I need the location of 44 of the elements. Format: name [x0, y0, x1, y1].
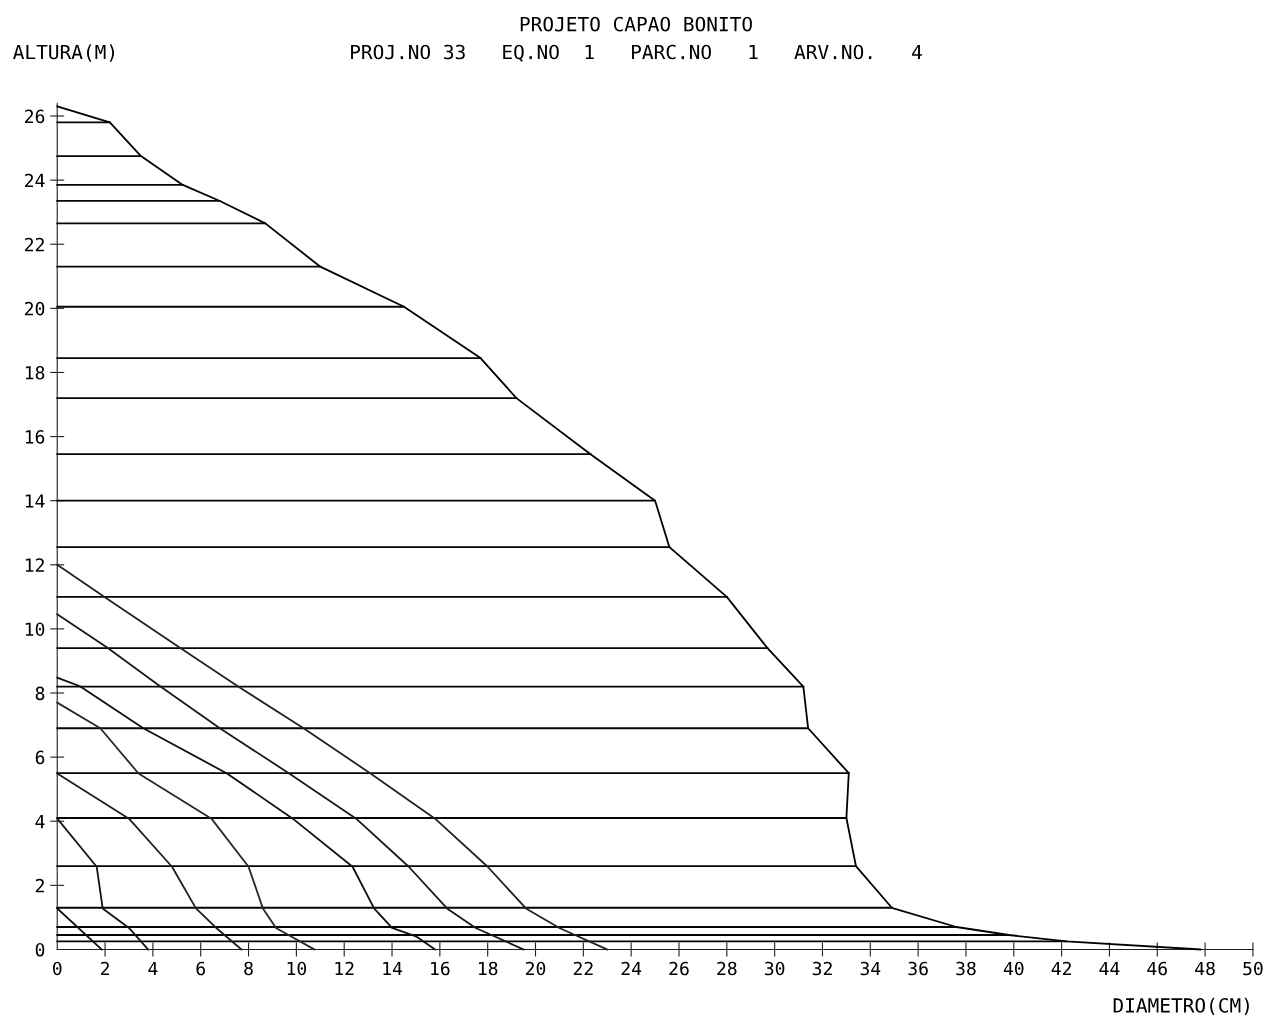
x-tick-label: 8	[244, 961, 253, 976]
y-tick-label: 16	[25, 430, 45, 444]
y-tick-label: 2	[35, 878, 44, 893]
y-tick-label: 8	[35, 686, 45, 701]
x-tick-label: 30	[764, 961, 785, 976]
x-tick-label: 14	[383, 961, 403, 976]
x-tick-label: 6	[196, 961, 205, 976]
x-tick-label: 12	[335, 961, 354, 976]
y-tick-label: 4	[35, 814, 45, 829]
x-tick-label: 26	[669, 961, 689, 976]
x-tick-label: 0	[52, 961, 62, 976]
x-tick-label: 32	[812, 961, 832, 976]
y-tick-label: 26	[25, 109, 45, 124]
y-tick-label: 14	[25, 494, 45, 508]
chart-title: PROJETO CAPAO BONITO	[520, 16, 752, 32]
y-tick-label: 22	[25, 237, 44, 252]
y-tick-label: 20	[25, 301, 45, 316]
x-tick-label: 48	[1195, 961, 1215, 976]
x-tick-label: 16	[431, 961, 450, 976]
y-tick-label: 6	[35, 750, 45, 765]
x-tick-label: 36	[908, 961, 928, 976]
chart-subtitle: PROJ.NO 33 EQ.NO 1 PARC.NO 1 ARV.NO. 4	[351, 44, 922, 62]
x-axis-title: DIAMETRO(CM)	[1113, 997, 1249, 1016]
x-tick-label: 24	[621, 961, 642, 976]
y-tick-label: 0	[35, 942, 45, 957]
y-tick-label: 18	[25, 365, 45, 380]
x-tick-label: 42	[1051, 961, 1071, 976]
x-tick-label: 34	[860, 961, 881, 976]
x-tick-label: 20	[525, 961, 546, 976]
y-axis-title: ALTURA(M)	[13, 44, 115, 62]
x-tick-label: 22	[573, 961, 593, 976]
x-tick-label: 50	[1243, 961, 1263, 976]
x-tick-label: 10	[287, 961, 307, 976]
x-tick-label: 44	[1099, 961, 1120, 976]
y-tick-label: 24	[25, 173, 45, 188]
x-tick-label: 28	[717, 961, 737, 976]
x-tick-label: 18	[478, 961, 498, 976]
x-tick-label: 40	[1003, 961, 1024, 976]
y-tick-label: 12	[25, 558, 44, 572]
x-tick-label: 46	[1147, 961, 1167, 976]
x-tick-label: 4	[148, 961, 158, 976]
x-tick-label: 38	[956, 961, 976, 976]
y-tick-label: 10	[25, 622, 45, 637]
x-tick-label: 2	[100, 961, 109, 976]
